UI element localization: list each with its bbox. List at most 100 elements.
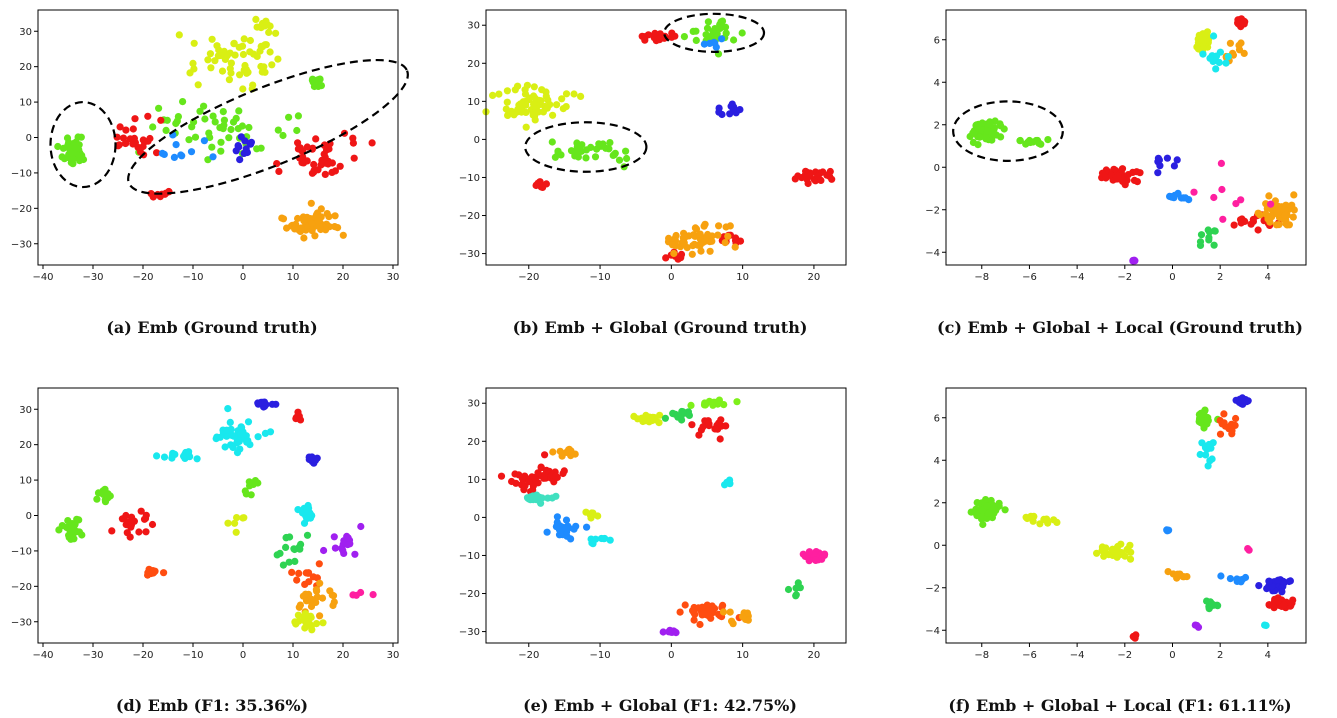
x-tick-label: 20	[337, 650, 350, 661]
data-point	[1265, 192, 1273, 200]
data-point	[59, 144, 67, 152]
data-point	[218, 67, 227, 75]
data-point	[718, 17, 727, 25]
data-point	[680, 33, 688, 41]
data-point	[274, 126, 282, 134]
y-tick-label: −4	[925, 626, 940, 637]
data-point	[551, 153, 559, 161]
data-point	[233, 439, 241, 447]
y-tick-label: 20	[467, 437, 480, 448]
data-point	[1022, 513, 1030, 521]
data-point	[704, 18, 712, 26]
data-point	[558, 452, 566, 460]
data-point	[552, 472, 560, 480]
data-point	[338, 544, 346, 552]
x-tick-label: 4	[1265, 272, 1271, 283]
data-point	[206, 50, 214, 58]
data-point	[351, 550, 359, 558]
data-point	[710, 398, 718, 406]
data-point	[149, 123, 157, 131]
data-point	[726, 110, 734, 118]
data-point	[211, 57, 219, 65]
data-point	[544, 96, 552, 104]
data-point	[251, 477, 259, 485]
data-point	[126, 135, 134, 143]
panel-b: −20 −10 0 10 20 −30 −20 −10 0 10 20 30 (b) Emb + Gl…	[450, 0, 870, 340]
data-point	[346, 540, 354, 548]
data-point	[541, 102, 549, 110]
data-point	[296, 416, 305, 424]
caption-e: (e) Emb + Global (F1: 42.75%)	[523, 696, 797, 715]
data-point	[172, 141, 180, 149]
data-point	[201, 115, 209, 123]
data-point	[245, 478, 253, 486]
data-point	[721, 23, 730, 31]
data-point	[1256, 211, 1264, 219]
data-point	[996, 120, 1004, 128]
data-point	[225, 134, 233, 142]
panel-d: −40 −30 −20 −10 0 10 20 30 −30 −20 −10 0 10 20 30 (d) …	[2, 378, 422, 718]
data-point	[237, 423, 245, 431]
data-point	[135, 528, 143, 536]
data-point	[279, 131, 287, 140]
data-point	[672, 629, 680, 637]
data-point	[708, 237, 716, 245]
data-point	[200, 102, 208, 110]
data-point	[369, 591, 377, 599]
data-point	[566, 446, 574, 455]
data-point	[739, 613, 747, 621]
caption-a: (a) Emb (Ground truth)	[106, 318, 318, 337]
data-point	[659, 628, 667, 636]
data-point	[186, 453, 194, 461]
data-point	[236, 71, 244, 79]
data-point	[671, 410, 679, 418]
data-point	[717, 416, 725, 424]
data-point	[69, 160, 77, 168]
data-point	[1205, 440, 1213, 449]
scatter-plot-c: −8 −6 −4 −2 0 2 4 −4 −2 0 2 4 6	[925, 9, 1307, 283]
data-point	[1244, 545, 1252, 553]
data-point	[321, 170, 329, 178]
y-tick-label: 0	[474, 513, 480, 524]
x-tick-label: −2	[1117, 272, 1132, 283]
points-e	[497, 396, 829, 637]
data-point	[979, 520, 987, 529]
data-point	[303, 143, 311, 151]
y-tick-label: 10	[19, 98, 32, 109]
data-point	[976, 133, 984, 141]
data-point	[339, 231, 347, 239]
data-point	[116, 123, 124, 131]
data-point	[190, 65, 198, 73]
data-point	[540, 474, 548, 482]
x-tick-label: 20	[808, 272, 821, 283]
plot-frame	[485, 387, 847, 644]
data-point	[312, 620, 321, 628]
data-point	[711, 425, 719, 433]
data-point	[224, 519, 232, 527]
data-point	[1209, 57, 1217, 65]
data-point	[314, 166, 322, 174]
caption-f: (f) Emb + Global + Local (F1: 61.11%)	[948, 696, 1292, 715]
data-point	[296, 144, 304, 152]
data-point	[1170, 162, 1178, 170]
data-point	[665, 234, 673, 242]
data-point	[253, 23, 261, 31]
data-point	[316, 612, 324, 620]
data-point	[1255, 582, 1263, 590]
caption-b: (b) Emb + Global (Ground truth)	[512, 318, 808, 337]
data-point	[54, 142, 62, 151]
data-point	[685, 411, 693, 419]
data-point	[606, 139, 614, 147]
data-point	[101, 498, 110, 506]
y-tick-label: 0	[26, 511, 32, 522]
data-point	[562, 516, 571, 524]
y-tick-label: −20	[459, 211, 480, 222]
data-point	[309, 75, 317, 83]
data-point	[253, 145, 261, 153]
data-point	[321, 153, 329, 161]
y-tick-label: 20	[467, 59, 480, 70]
x-tick-label: 20	[337, 272, 350, 283]
data-point	[726, 222, 734, 230]
x-tick-label: 2	[1217, 272, 1223, 283]
data-point	[982, 135, 990, 143]
